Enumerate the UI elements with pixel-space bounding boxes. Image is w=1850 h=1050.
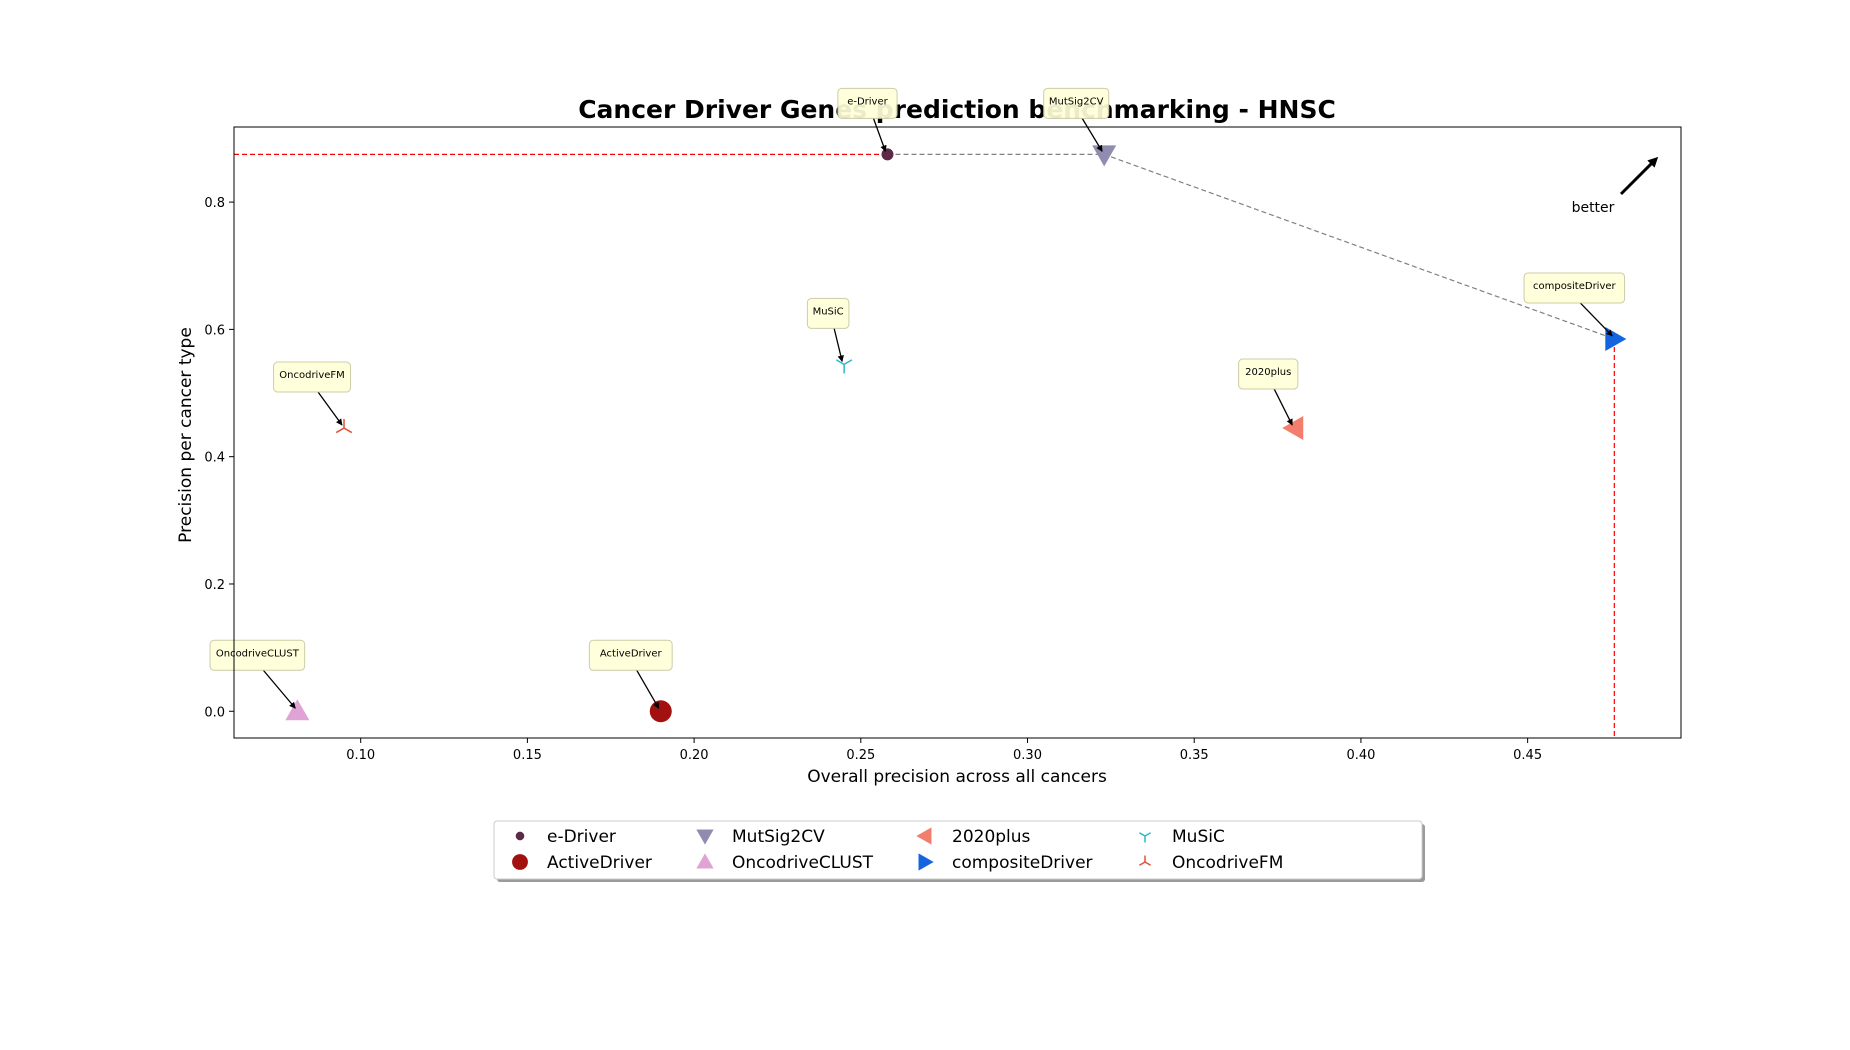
annotation-arrow [833,328,844,363]
annotation-label: compositeDriver [1533,281,1617,292]
annotation-box [1238,358,1299,390]
legend-item-mutsig2cv: MutSig2CV [696,827,825,847]
annotation-arrow [636,669,660,709]
annotation-arrow [1273,388,1293,426]
annotation-arrow [317,391,343,426]
annotation-arrow [262,669,296,709]
annotation-e-driver: e-Driver [837,87,898,152]
chart-title: Cancer Driver Genes prediction benchmark… [578,95,1336,124]
annotation-box [806,297,850,329]
legend: e-Driver ActiveDriver MutSig2CV OncodriveCL… [493,820,1425,882]
legend-item-e-driver: e-Driver [515,827,616,847]
x-tick-label: 0.25 [846,748,875,763]
y-tick-label: 0.6 [204,323,225,338]
annotation-label: 2020plus [1245,367,1291,378]
point-mutsig2cv [1092,145,1117,167]
plot-content [234,145,1627,738]
y-tick-label: 0.4 [204,451,225,466]
legend-label: OncodriveFM [1172,853,1283,873]
point-e-driver [881,148,894,161]
x-tick-label: 0.15 [513,748,542,763]
annotation-music: MuSiC [806,297,850,363]
annotation-label: OncodriveCLUST [216,648,300,659]
legend-label: 2020plus [952,827,1031,847]
y-tick-label: 0.0 [204,705,225,720]
plot-frame [233,126,1682,739]
legend-marker [918,853,934,871]
x-tick-label: 0.10 [346,748,375,763]
annotation-arrow [1081,118,1103,152]
legend-marker [1139,855,1151,866]
point-activedriver [649,700,672,723]
annotation-box [273,361,351,393]
annotation-arrow [872,118,887,152]
legend-label: MuSiC [1172,827,1225,847]
annotation-mutsig2cv: MutSig2CV [1043,87,1110,152]
annotation-label: OncodriveFM [279,370,345,381]
y-tick-label: 0.2 [204,578,225,593]
y-tick-label: 0.8 [204,196,225,211]
legend-label: ActiveDriver [547,853,652,873]
x-axis-label: Overall precision across all cancers [807,767,1107,787]
annotation-arrow [1579,302,1613,337]
point-2020plus [1282,416,1304,441]
legend-item-2020plus: 2020plus [916,827,1031,847]
better-indicator: better [1572,156,1659,216]
legend-item-activedriver: ActiveDriver [512,853,652,873]
annotation-oncodrivefm: OncodriveFM [273,361,351,426]
x-tick-label: 0.20 [680,748,709,763]
annotation-activedriver: ActiveDriver [588,639,673,709]
legend-marker [1139,832,1151,843]
legend-marker [515,831,525,841]
legend-item-music: MuSiC [1139,827,1225,847]
point-oncodrivefm [335,419,353,434]
plot-area: e-Driver ActiveDriver MutSig2CV OncodriveCL… [204,87,1682,763]
legend-item-oncodrivefm: OncodriveFM [1139,853,1283,873]
annotation-compositedriver: compositeDriver [1523,272,1626,337]
legend-label: OncodriveCLUST [732,853,874,873]
legend-marker [916,827,932,845]
x-tick-label: 0.30 [1013,748,1042,763]
x-tick-label: 0.40 [1346,748,1375,763]
annotation-oncodriveclust: OncodriveCLUST [209,639,306,709]
annotation-label: MuSiC [813,306,844,317]
legend-item-compositedriver: compositeDriver [918,853,1093,873]
legend-label: e-Driver [547,827,616,847]
legend-marker [696,829,714,845]
legend-item-oncodriveclust: OncodriveCLUST [696,853,874,873]
annotation-box [1043,87,1110,119]
legend-box [493,820,1423,880]
point-music [835,359,853,374]
annotation-box [1523,272,1626,304]
point-compositedriver [1605,326,1627,351]
legend-label: compositeDriver [952,853,1093,873]
annotation-box [588,639,673,671]
better-label: better [1572,200,1615,216]
annotation-label: MutSig2CV [1049,96,1104,107]
legend-label: MutSig2CV [732,827,825,847]
legend-marker [512,854,528,870]
x-tick-label: 0.45 [1513,748,1542,763]
legend-marker [696,853,714,869]
annotation-label: e-Driver [847,96,888,107]
x-tick-label: 0.35 [1180,748,1209,763]
annotation-label: ActiveDriver [600,648,663,659]
pareto-front-line [887,153,1615,340]
annotation-2020plus: 2020plus [1238,358,1299,426]
better-arrow [1619,156,1659,196]
annotation-box [837,87,898,119]
y-axis-label: Precision per cancer type [176,327,196,543]
point-oncodriveclust [285,699,310,721]
